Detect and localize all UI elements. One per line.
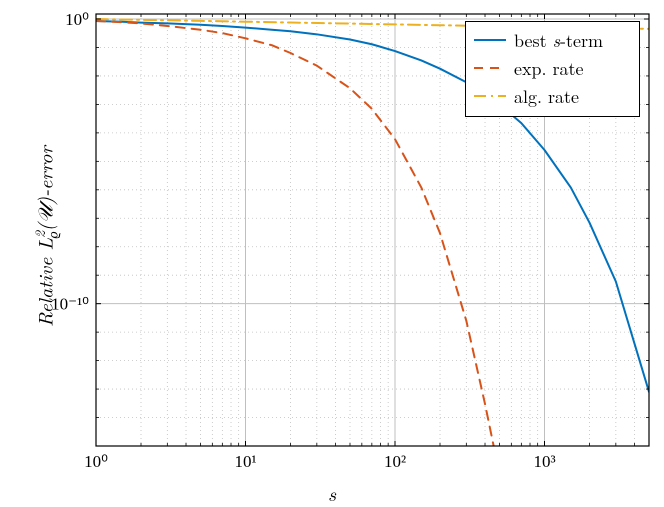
- y-axis-label: Relative L2ϱ(𝒰)-error: [30, 107, 63, 367]
- legend-swatch: [472, 86, 508, 106]
- legend: best s-term exp. rate alg. rate: [465, 21, 640, 117]
- legend-swatch: [472, 58, 508, 78]
- legend-text: exp. rate: [514, 56, 584, 81]
- legend-row: best s-term: [472, 26, 633, 54]
- legend-text: alg. rate: [514, 84, 579, 109]
- x-tick-label: 10¹: [234, 452, 256, 471]
- x-tick-label: 10³: [533, 452, 555, 471]
- error-convergence-chart: 10⁰10¹10²10³10⁻¹⁰10⁰ Relative L2ϱ(𝒰)-err…: [0, 0, 664, 504]
- y-tick-label: 10⁰: [65, 10, 89, 29]
- x-axis-label: s: [0, 478, 664, 507]
- legend-text: best s-term: [514, 28, 603, 53]
- legend-row: alg. rate: [472, 82, 633, 110]
- legend-row: exp. rate: [472, 54, 633, 82]
- x-tick-label: 10²: [384, 452, 406, 471]
- x-tick-label: 10⁰: [84, 452, 108, 471]
- legend-swatch: [472, 30, 508, 50]
